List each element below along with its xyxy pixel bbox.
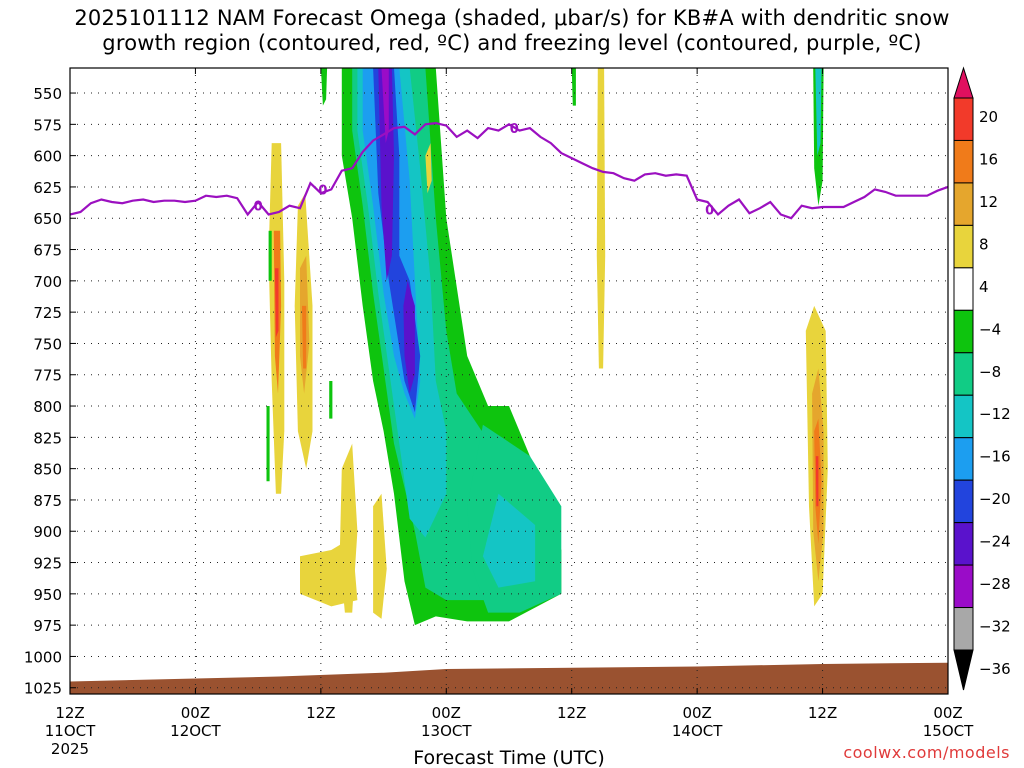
plot-area: 0 0 0 0 <box>70 68 948 694</box>
x-tick-sublabel-84: 15OCT <box>923 722 974 740</box>
title-line-2: growth region (contoured, red, ºC) and f… <box>102 31 922 55</box>
colorbar-label-12: −32 <box>979 618 1011 636</box>
y-tick-label-1025: 1025 <box>24 680 62 698</box>
terrain-fill <box>70 662 948 694</box>
colorbar-segment-12 <box>953 607 974 651</box>
plot-frame <box>69 67 949 695</box>
omega-neg-m-4 <box>266 406 270 482</box>
x-tick-label-12: 00Z <box>181 704 210 722</box>
omega-neg-j-4 <box>571 68 576 106</box>
y-tick-label-700: 700 <box>33 273 62 291</box>
colorbar-label-1: 16 <box>979 150 998 168</box>
chart-title: 2025101112 NAM Forecast Omega (shaded, μ… <box>0 6 1024 56</box>
y-tick-label-950: 950 <box>33 586 62 604</box>
omega-pos-d-4 <box>339 443 358 613</box>
omega-neg-i-12 <box>815 68 822 156</box>
omega-band-minus28 <box>381 68 389 144</box>
x-tick-sublabel-0: 11OCT <box>45 722 96 740</box>
colorbar-segment-8 <box>953 437 974 481</box>
colorbar-label-5: −4 <box>979 320 1001 338</box>
colorbar-segment-9 <box>953 479 974 524</box>
colorbar-label-0: 20 <box>979 108 998 126</box>
freezing-level-label-3: 0 <box>705 203 714 218</box>
omega-pos-a-16 <box>274 268 279 338</box>
omega-band-minus24 <box>378 68 394 281</box>
y-tick-label-575: 575 <box>33 116 62 134</box>
y-tick-label-1000: 1000 <box>24 648 62 666</box>
colorbar-top-triangle <box>953 66 974 99</box>
colorbar-segment-7 <box>953 394 974 439</box>
freezing-level-label-0: 0 <box>254 200 263 215</box>
colorbar-segment-1 <box>953 139 974 184</box>
omega-pos-b-12 <box>302 305 307 369</box>
omega-pos-f-4 <box>425 143 432 194</box>
y-tick-label-725: 725 <box>33 304 62 322</box>
colorbar-segment-10 <box>953 522 974 566</box>
title-line-1: 2025101112 NAM Forecast Omega (shaded, μ… <box>74 6 950 30</box>
colorbar-label-7: −12 <box>979 405 1011 423</box>
colorbar-label-11: −28 <box>979 575 1011 593</box>
y-tick-label-675: 675 <box>33 242 62 260</box>
y-tick-label-550: 550 <box>33 85 62 103</box>
x-tick-year-label: 2025 <box>51 740 89 758</box>
x-tick-label-60: 00Z <box>682 704 711 722</box>
x-tick-label-24: 12Z <box>306 704 335 722</box>
colorbar-bottom-triangle <box>953 649 974 691</box>
y-tick-label-975: 975 <box>33 617 62 635</box>
freezing-level-label-1: 0 <box>318 183 327 198</box>
y-tick-label-775: 775 <box>33 367 62 385</box>
y-tick-label-625: 625 <box>33 179 62 197</box>
colorbar-segment-5 <box>953 309 974 354</box>
freezing-level-label-2: 0 <box>510 122 519 137</box>
y-tick-label-850: 850 <box>33 461 62 479</box>
omega-pos-e-4 <box>373 493 387 619</box>
colorbar-segment-11 <box>953 564 974 609</box>
y-tick-label-800: 800 <box>33 398 62 416</box>
omega-band-minus24b <box>403 280 415 394</box>
omega-pos-g-4 <box>596 68 606 369</box>
colorbar-label-6: −8 <box>979 363 1001 381</box>
omega-neg-k-4 <box>320 68 328 106</box>
colorbar-label-10: −24 <box>979 533 1011 551</box>
colorbar-label-2: 12 <box>979 193 998 211</box>
omega-neg-l-4 <box>268 230 272 281</box>
omega-pos-h-16 <box>815 456 819 507</box>
colorbar-segment-3 <box>953 224 974 269</box>
x-tick-label-0: 12Z <box>55 704 84 722</box>
colorbar-label-3: 8 <box>979 235 989 253</box>
colorbar-segment-0 <box>953 97 974 141</box>
y-tick-label-875: 875 <box>33 492 62 510</box>
colorbar-label-9: −20 <box>979 490 1011 508</box>
x-tick-label-72: 12Z <box>808 704 837 722</box>
x-tick-label-48: 12Z <box>557 704 586 722</box>
x-axis-title: Forecast Time (UTC) <box>413 747 604 768</box>
colorbar-label-4: 4 <box>979 278 989 296</box>
y-tick-label-900: 900 <box>33 523 62 541</box>
x-tick-sublabel-60: 14OCT <box>672 722 723 740</box>
credit-link[interactable]: coolwx.com/models <box>843 743 1010 762</box>
y-tick-label-825: 825 <box>33 429 62 447</box>
y-tick-label-750: 750 <box>33 335 62 353</box>
omega-lower-minus12 <box>482 493 536 588</box>
x-tick-sublabel-36: 13OCT <box>421 722 472 740</box>
colorbar-label-8: −16 <box>979 448 1011 466</box>
y-tick-label-600: 600 <box>33 148 62 166</box>
colorbar-segment-4 <box>953 267 974 311</box>
y-tick-label-925: 925 <box>33 555 62 573</box>
y-tick-label-650: 650 <box>33 210 62 228</box>
x-tick-label-84: 00Z <box>933 704 962 722</box>
x-tick-sublabel-12: 12OCT <box>170 722 221 740</box>
freezing-level-line <box>70 121 948 220</box>
colorbar-label-13: −36 <box>979 660 1011 678</box>
colorbar-segment-2 <box>953 182 974 226</box>
x-tick-label-36: 00Z <box>432 704 461 722</box>
colorbar-segment-6 <box>953 352 974 396</box>
omega-neg-n-4 <box>329 381 333 419</box>
